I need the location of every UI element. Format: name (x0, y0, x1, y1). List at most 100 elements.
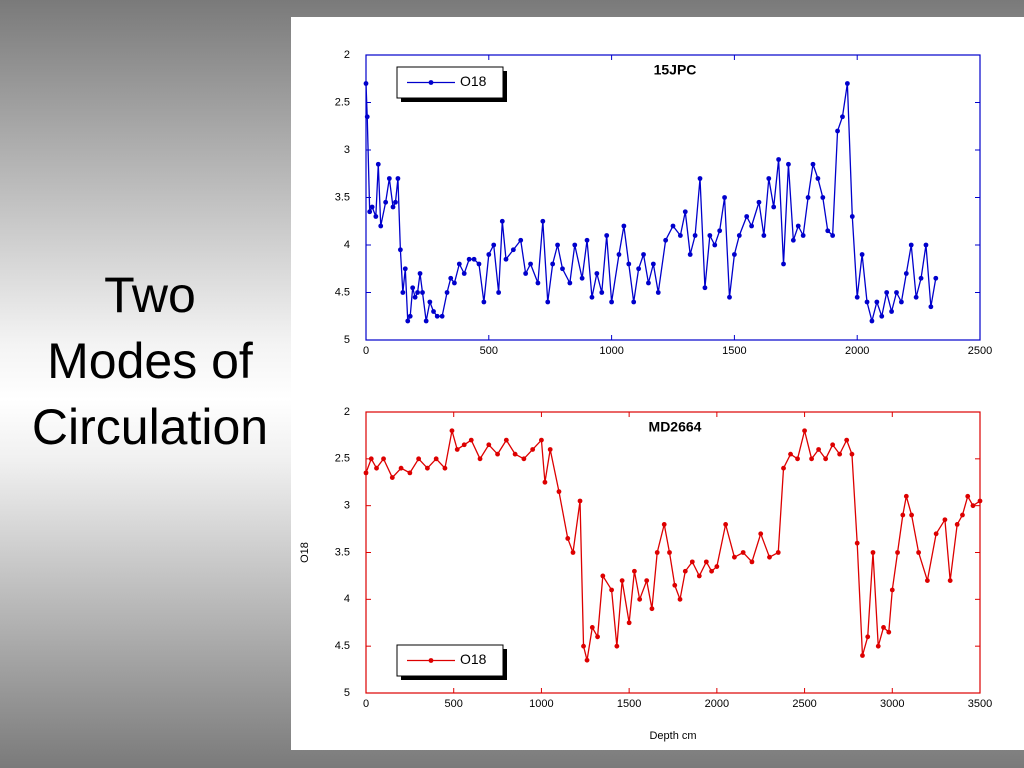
data-point (830, 442, 836, 448)
data-point (903, 271, 909, 276)
data-point (556, 489, 562, 495)
data-point (397, 247, 403, 253)
x-tick-label: 2500 (968, 345, 992, 357)
data-point (503, 256, 509, 262)
data-point (609, 299, 614, 305)
data-point (363, 81, 369, 86)
data-point (714, 564, 720, 569)
data-point (702, 285, 708, 291)
x-tick-label: 1000 (529, 698, 553, 710)
data-point (820, 195, 826, 200)
data-point (722, 195, 727, 200)
data-point (456, 261, 462, 267)
data-point (970, 503, 976, 509)
data-point (389, 475, 395, 480)
data-point (800, 233, 806, 238)
data-point (909, 512, 914, 518)
slide-title: Two Modes of Circulation (0, 262, 300, 460)
data-point (632, 568, 637, 574)
data-point (644, 578, 650, 583)
data-point (837, 451, 843, 457)
data-point (802, 428, 807, 434)
data-point (865, 634, 871, 640)
data-point (535, 280, 541, 286)
data-point (655, 290, 661, 295)
data-point (732, 252, 737, 257)
data-point (788, 451, 793, 457)
legend-label: O18 (460, 651, 487, 667)
data-point (723, 522, 729, 527)
data-point (697, 176, 703, 181)
x-tick-label: 3000 (880, 698, 904, 710)
data-point (581, 643, 586, 649)
data-point (960, 512, 965, 518)
data-point (589, 625, 595, 630)
data-point (933, 275, 939, 281)
data-point (947, 578, 953, 583)
data-point (486, 252, 492, 257)
data-point (849, 451, 855, 457)
data-point (434, 313, 440, 319)
data-point (844, 437, 850, 443)
data-point (696, 573, 702, 579)
data-point (417, 271, 423, 276)
data-point (840, 114, 845, 120)
data-point (689, 559, 695, 565)
data-point (650, 261, 656, 267)
data-point (449, 428, 455, 434)
data-point (420, 290, 425, 295)
x-tick-label: 500 (445, 698, 463, 710)
data-point (756, 199, 762, 205)
data-point (614, 643, 620, 649)
data-point (510, 247, 516, 253)
data-point (786, 161, 791, 167)
data-point (727, 294, 732, 300)
data-point (646, 280, 651, 286)
data-point (875, 643, 881, 649)
data-point (528, 261, 533, 267)
data-point (584, 237, 590, 243)
data-point (636, 266, 642, 272)
chart-title: MD2664 (649, 419, 702, 435)
data-point (542, 479, 548, 485)
y-tick-label: 3 (344, 144, 350, 156)
x-tick-label: 0 (363, 698, 369, 710)
data-point (810, 161, 816, 167)
data-point (736, 233, 742, 238)
x-tick-label: 2500 (792, 698, 816, 710)
y-tick-label: 4.5 (335, 286, 350, 298)
data-point (844, 81, 850, 86)
data-point (539, 437, 544, 443)
data-point (491, 242, 497, 248)
data-point (364, 114, 370, 120)
data-point (405, 318, 411, 324)
data-point (672, 582, 678, 588)
data-point (749, 559, 755, 565)
data-point (425, 465, 430, 471)
data-point (879, 313, 885, 319)
data-point (521, 456, 527, 462)
data-point (476, 261, 482, 267)
data-point (916, 550, 921, 555)
legend-marker (428, 658, 434, 663)
data-point (461, 271, 467, 276)
data-point (410, 285, 416, 291)
data-point (375, 161, 381, 167)
data-point (766, 176, 772, 181)
data-point (595, 634, 600, 640)
x-axis-label: Depth cm (649, 730, 696, 742)
data-point (499, 218, 505, 224)
data-point (663, 237, 669, 243)
legend-label: O18 (460, 73, 487, 89)
data-point (830, 233, 836, 238)
data-point (452, 280, 457, 286)
y-tick-label: 2 (344, 406, 350, 418)
y-tick-label: 2 (344, 49, 350, 61)
data-point (577, 498, 583, 504)
data-point (805, 195, 811, 200)
data-point (550, 261, 556, 267)
data-point (461, 442, 467, 448)
data-point (518, 237, 524, 243)
data-point (560, 266, 565, 272)
data-point (886, 629, 892, 635)
